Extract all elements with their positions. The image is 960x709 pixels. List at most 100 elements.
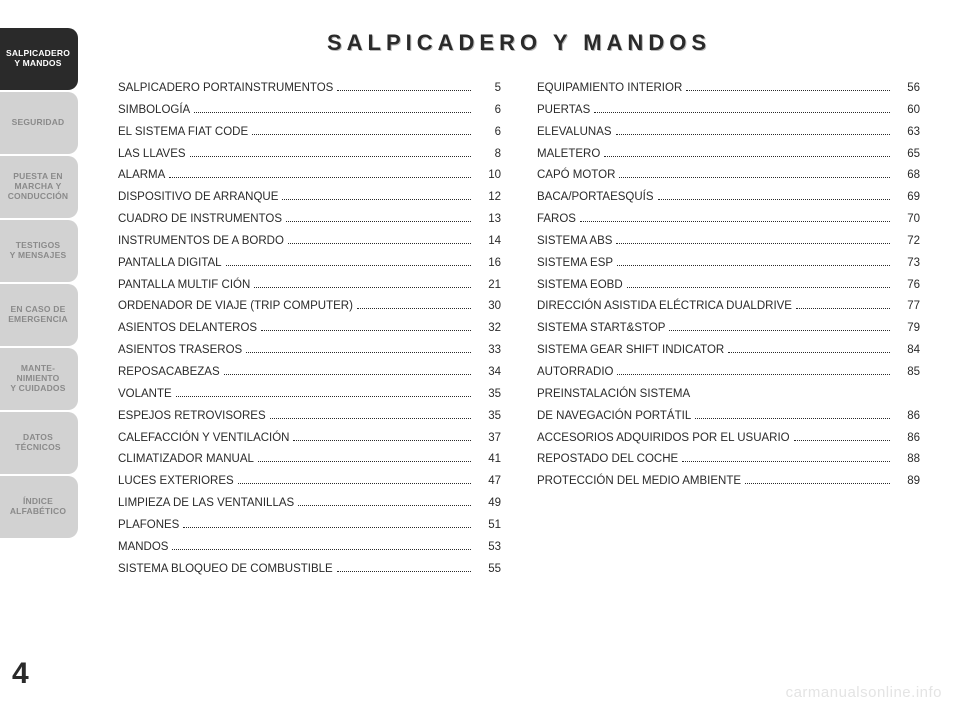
toc-label: EL SISTEMA FIAT CODE (118, 122, 248, 144)
toc-leader-dots (686, 90, 890, 91)
toc-row[interactable]: VOLANTE35 (118, 384, 501, 406)
toc-label: MANDOS (118, 537, 168, 559)
toc-row[interactable]: LUCES EXTERIORES 47 (118, 471, 501, 493)
toc-row[interactable]: ESPEJOS RETROVISORES35 (118, 406, 501, 428)
toc-row[interactable]: DISPOSITIVO DE ARRANQUE12 (118, 187, 501, 209)
toc-row[interactable]: REPOSTADO DEL COCHE88 (537, 449, 920, 471)
toc-page-number: 60 (894, 100, 920, 122)
toc-label: SISTEMA ABS (537, 231, 612, 253)
toc-row[interactable]: SISTEMA EOBD 76 (537, 275, 920, 297)
toc-label: SISTEMA BLOQUEO DE COMBUSTIBLE (118, 559, 333, 581)
toc-row[interactable]: CUADRO DE INSTRUMENTOS13 (118, 209, 501, 231)
toc-page-number: 47 (475, 471, 501, 493)
toc-row[interactable]: SALPICADERO PORTAINSTRUMENTOS5 (118, 78, 501, 100)
toc-row[interactable]: CLIMATIZADOR MANUAL41 (118, 449, 501, 471)
tab-salpicadero[interactable]: SALPICADERO Y MANDOS (0, 28, 78, 90)
tab-mantenimiento[interactable]: MANTE- NIMIENTO Y CUIDADOS (0, 348, 78, 410)
toc-row[interactable]: PROTECCIÓN DEL MEDIO AMBIENTE89 (537, 471, 920, 493)
toc-leader-dots (254, 287, 471, 288)
toc-page-number: 8 (475, 144, 501, 166)
tab-testigos[interactable]: TESTIGOS Y MENSAJES (0, 220, 78, 282)
sidebar-tabs: SALPICADERO Y MANDOS SEGURIDAD PUESTA EN… (0, 0, 78, 709)
toc-leader-dots (169, 177, 471, 178)
toc-row[interactable]: MALETERO65 (537, 144, 920, 166)
toc-label: SISTEMA ESP (537, 253, 613, 275)
toc-row[interactable]: LAS LLAVES8 (118, 144, 501, 166)
toc-page-number: 86 (894, 428, 920, 450)
toc-label: MALETERO (537, 144, 600, 166)
toc-row[interactable]: ALARMA10 (118, 165, 501, 187)
toc-label: LIMPIEZA DE LAS VENTANILLAS (118, 493, 294, 515)
toc-label: PANTALLA DIGITAL (118, 253, 222, 275)
toc-page-number: 37 (475, 428, 501, 450)
tab-puesta-en-marcha[interactable]: PUESTA EN MARCHA Y CONDUCCIÓN (0, 156, 78, 218)
toc-page-number: 35 (475, 384, 501, 406)
toc-row[interactable]: SISTEMA BLOQUEO DE COMBUSTIBLE 55 (118, 559, 501, 581)
toc-leader-dots (669, 330, 890, 331)
toc-label: SISTEMA GEAR SHIFT INDICATOR (537, 340, 724, 362)
toc-row[interactable]: SIMBOLOGÍA6 (118, 100, 501, 122)
toc-row[interactable]: MANDOS53 (118, 537, 501, 559)
toc-page-number: 30 (475, 296, 501, 318)
toc-label: ASIENTOS TRASEROS (118, 340, 242, 362)
toc-row[interactable]: EL SISTEMA FIAT CODE6 (118, 122, 501, 144)
tab-indice[interactable]: ÍNDICE ALFABÉTICO (0, 476, 78, 538)
toc-row[interactable]: PREINSTALACIÓN SISTEMA (537, 384, 920, 406)
toc-page-number: 76 (894, 275, 920, 297)
toc-row[interactable]: DIRECCIÓN ASISTIDA ELÉCTRICA DUALDRIVE77 (537, 296, 920, 318)
toc-row[interactable]: DE NAVEGACIÓN PORTÁTIL86 (537, 406, 920, 428)
toc-row[interactable]: AUTORRADIO85 (537, 362, 920, 384)
toc-page-number: 21 (475, 275, 501, 297)
tab-datos-tecnicos[interactable]: DATOS TÉCNICOS (0, 412, 78, 474)
toc-row[interactable]: ORDENADOR DE VIAJE (TRIP COMPUTER)30 (118, 296, 501, 318)
toc-row[interactable]: ACCESORIOS ADQUIRIDOS POR EL USUARIO86 (537, 428, 920, 450)
toc-page-number: 5 (475, 78, 501, 100)
toc-row[interactable]: PANTALLA DIGITAL16 (118, 253, 501, 275)
toc-page-number: 70 (894, 209, 920, 231)
section-title: SALPICADERO Y MANDOS (118, 30, 920, 56)
toc-row[interactable]: ASIENTOS DELANTEROS32 (118, 318, 501, 340)
toc-row[interactable]: SISTEMA ABS 72 (537, 231, 920, 253)
toc-row[interactable]: LIMPIEZA DE LAS VENTANILLAS49 (118, 493, 501, 515)
toc-row[interactable]: EQUIPAMIENTO INTERIOR56 (537, 78, 920, 100)
toc-label: PANTALLA MULTIF CIÓN (118, 275, 250, 297)
toc-leader-dots (261, 330, 471, 331)
toc-leader-dots (288, 243, 471, 244)
toc-row[interactable]: SISTEMA GEAR SHIFT INDICATOR 84 (537, 340, 920, 362)
toc-label: CUADRO DE INSTRUMENTOS (118, 209, 282, 231)
toc-leader-dots (258, 461, 471, 462)
toc-page-number: 34 (475, 362, 501, 384)
toc-page-number: 14 (475, 231, 501, 253)
toc-row[interactable]: PLAFONES51 (118, 515, 501, 537)
toc-row[interactable]: BACA/PORTAESQUÍS69 (537, 187, 920, 209)
toc-page-number: 86 (894, 406, 920, 428)
manual-page: SALPICADERO Y MANDOS SEGURIDAD PUESTA EN… (0, 0, 960, 709)
toc-row[interactable]: PANTALLA MULTIF CIÓN 21 (118, 275, 501, 297)
toc-column-left: SALPICADERO PORTAINSTRUMENTOS5SIMBOLOGÍA… (118, 78, 501, 689)
toc-row[interactable]: FAROS70 (537, 209, 920, 231)
toc-row[interactable]: ELEVALUNAS63 (537, 122, 920, 144)
toc-label: SIMBOLOGÍA (118, 100, 190, 122)
toc-page-number: 55 (475, 559, 501, 581)
toc-leader-dots (617, 265, 890, 266)
toc-label: LUCES EXTERIORES (118, 471, 234, 493)
tab-emergencia[interactable]: EN CASO DE EMERGENCIA (0, 284, 78, 346)
toc-label: DISPOSITIVO DE ARRANQUE (118, 187, 278, 209)
toc-row[interactable]: INSTRUMENTOS DE A BORDO14 (118, 231, 501, 253)
toc-leader-dots (190, 156, 471, 157)
toc-leader-dots (224, 374, 471, 375)
toc-row[interactable]: SISTEMA ESP73 (537, 253, 920, 275)
toc-label: SISTEMA EOBD (537, 275, 623, 297)
toc-row[interactable]: ASIENTOS TRASEROS33 (118, 340, 501, 362)
toc-row[interactable]: SISTEMA START&STOP79 (537, 318, 920, 340)
toc-row[interactable]: CAPÓ MOTOR68 (537, 165, 920, 187)
toc-row[interactable]: PUERTAS60 (537, 100, 920, 122)
toc-row[interactable]: REPOSACABEZAS34 (118, 362, 501, 384)
toc-page-number: 84 (894, 340, 920, 362)
toc-page-number: 72 (894, 231, 920, 253)
toc-label: ASIENTOS DELANTEROS (118, 318, 257, 340)
toc-label: ESPEJOS RETROVISORES (118, 406, 266, 428)
toc-row[interactable]: CALEFACCIÓN Y VENTILACIÓN37 (118, 428, 501, 450)
tab-seguridad[interactable]: SEGURIDAD (0, 92, 78, 154)
toc-page-number: 89 (894, 471, 920, 493)
